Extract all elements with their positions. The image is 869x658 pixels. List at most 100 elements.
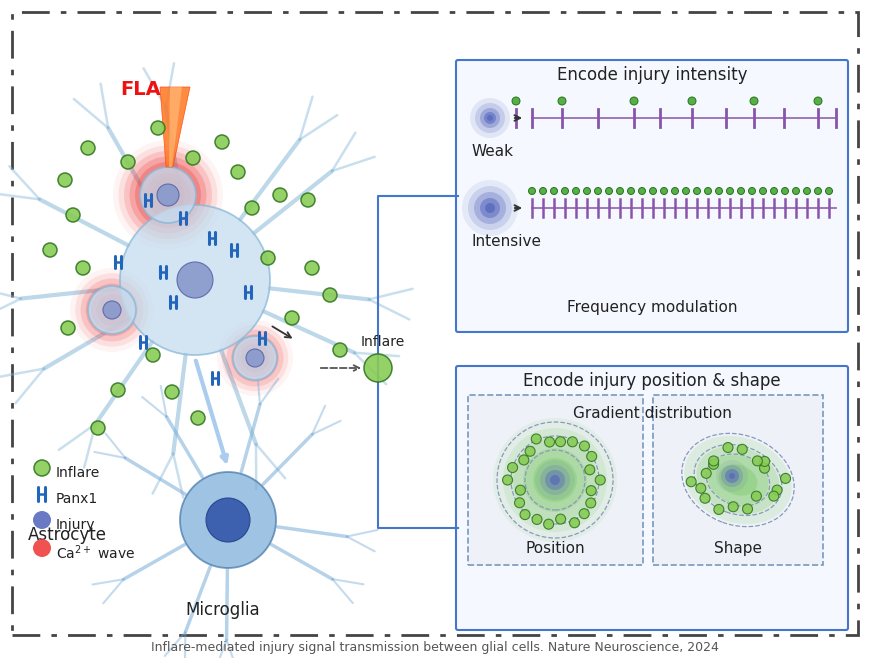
Circle shape — [285, 311, 299, 325]
Text: Inflare: Inflare — [361, 335, 405, 349]
Circle shape — [540, 465, 569, 495]
Circle shape — [825, 188, 832, 195]
Circle shape — [616, 188, 623, 195]
Circle shape — [483, 112, 495, 124]
Circle shape — [638, 188, 645, 195]
Circle shape — [461, 180, 517, 236]
Circle shape — [770, 188, 777, 195]
Circle shape — [737, 188, 744, 195]
Circle shape — [250, 353, 260, 363]
Circle shape — [803, 188, 810, 195]
Circle shape — [75, 273, 149, 347]
Circle shape — [779, 473, 790, 484]
Circle shape — [522, 448, 587, 512]
Circle shape — [487, 115, 493, 121]
Circle shape — [216, 320, 293, 396]
Text: Weak: Weak — [472, 144, 514, 159]
Circle shape — [627, 188, 634, 195]
Circle shape — [586, 486, 595, 495]
Circle shape — [33, 511, 51, 529]
Circle shape — [76, 261, 90, 275]
Circle shape — [700, 494, 709, 503]
Circle shape — [191, 411, 205, 425]
Circle shape — [66, 208, 80, 222]
Circle shape — [749, 97, 757, 105]
Circle shape — [107, 305, 117, 315]
Circle shape — [649, 188, 656, 195]
Bar — [468, 395, 642, 565]
Circle shape — [527, 188, 535, 195]
Circle shape — [594, 475, 605, 485]
Ellipse shape — [684, 436, 791, 524]
Circle shape — [222, 325, 288, 392]
Circle shape — [58, 173, 72, 187]
Circle shape — [121, 155, 135, 169]
Circle shape — [726, 188, 733, 195]
Circle shape — [103, 301, 121, 319]
Circle shape — [91, 289, 133, 331]
Bar — [653, 395, 822, 565]
Circle shape — [518, 455, 528, 465]
Circle shape — [531, 515, 541, 524]
Circle shape — [525, 446, 534, 456]
Circle shape — [780, 188, 787, 195]
Circle shape — [88, 286, 136, 334]
Circle shape — [206, 498, 249, 542]
Text: FLA: FLA — [120, 80, 161, 99]
Circle shape — [322, 288, 336, 302]
Circle shape — [81, 141, 95, 155]
Circle shape — [567, 437, 577, 447]
Text: Gradient distribution: Gradient distribution — [572, 406, 731, 421]
Circle shape — [514, 498, 524, 508]
Circle shape — [751, 491, 760, 501]
Circle shape — [151, 178, 184, 211]
Polygon shape — [160, 87, 189, 167]
Circle shape — [146, 348, 160, 362]
FancyBboxPatch shape — [455, 60, 847, 332]
Circle shape — [333, 343, 347, 357]
Circle shape — [572, 188, 579, 195]
Circle shape — [792, 188, 799, 195]
Circle shape — [34, 460, 50, 476]
Circle shape — [736, 444, 746, 454]
Circle shape — [741, 504, 752, 514]
Circle shape — [704, 188, 711, 195]
Text: Encode injury position & shape: Encode injury position & shape — [522, 372, 779, 390]
Circle shape — [480, 198, 500, 218]
Circle shape — [534, 460, 574, 500]
Circle shape — [305, 261, 319, 275]
Circle shape — [549, 475, 560, 485]
Circle shape — [140, 168, 196, 222]
Circle shape — [722, 443, 732, 453]
Text: Injury: Injury — [56, 518, 96, 532]
Circle shape — [514, 485, 525, 495]
Circle shape — [163, 190, 173, 201]
Circle shape — [707, 459, 718, 469]
Circle shape — [557, 97, 566, 105]
Circle shape — [550, 188, 557, 195]
Circle shape — [186, 151, 200, 165]
Circle shape — [502, 428, 607, 532]
Text: Encode injury intensity: Encode injury intensity — [556, 66, 746, 84]
Circle shape — [771, 485, 781, 495]
Circle shape — [140, 167, 196, 223]
Circle shape — [235, 339, 274, 377]
Circle shape — [156, 184, 179, 206]
FancyBboxPatch shape — [455, 366, 847, 630]
Circle shape — [180, 472, 275, 568]
Circle shape — [231, 165, 245, 179]
Circle shape — [245, 201, 259, 215]
Polygon shape — [169, 87, 182, 167]
Circle shape — [215, 135, 229, 149]
Circle shape — [113, 140, 222, 250]
Circle shape — [687, 97, 695, 105]
Circle shape — [226, 330, 283, 386]
Circle shape — [484, 203, 494, 213]
Circle shape — [120, 205, 269, 355]
Circle shape — [165, 385, 179, 399]
Circle shape — [605, 188, 612, 195]
Circle shape — [813, 97, 821, 105]
Circle shape — [583, 188, 590, 195]
Circle shape — [61, 321, 75, 335]
Text: Frequency modulation: Frequency modulation — [566, 300, 736, 315]
